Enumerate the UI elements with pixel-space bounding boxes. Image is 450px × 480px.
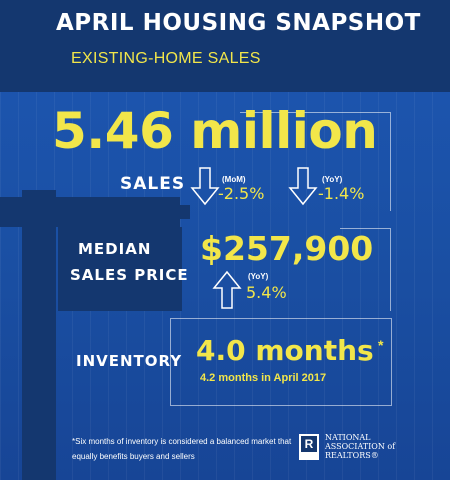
yoy-change: -1.4% (318, 184, 365, 203)
yoy-tag: (YoY) (322, 175, 343, 184)
inventory-asterisk: * (378, 337, 384, 353)
sales-label: SALES (120, 174, 186, 194)
price-yoy-tag: (YoY) (248, 272, 269, 281)
page-subtitle: EXISTING-HOME SALES (71, 50, 261, 67)
sales-price-label: SALES PRICE (70, 266, 189, 284)
footnote: *Six months of inventory is considered a… (72, 437, 292, 461)
arrow-down-icon (288, 166, 318, 206)
mom-tag: (MoM) (222, 175, 246, 184)
median-label: MEDIAN (78, 240, 152, 258)
price-frame (340, 228, 391, 311)
sign-board (58, 227, 182, 311)
inventory-value: 4.0 months (196, 334, 374, 367)
median-price-value: $257,900 (200, 229, 374, 268)
sales-value: 5.46 million (52, 102, 378, 160)
logo-mark-letter: R (301, 436, 317, 452)
inventory-label: INVENTORY (76, 352, 183, 370)
page-title: APRIL HOUSING SNAPSHOT (56, 10, 421, 36)
price-yoy-change: 5.4% (246, 283, 287, 302)
sign-beam-cap (160, 205, 190, 219)
sign-beam (0, 197, 180, 227)
inventory-note: 4.2 months in April 2017 (200, 372, 327, 384)
header-band: APRIL HOUSING SNAPSHOT EXISTING-HOME SAL… (0, 0, 450, 92)
sales-frame (240, 112, 391, 211)
arrow-up-icon (212, 270, 242, 310)
logo-text: NATIONAL ASSOCIATION of REALTORS® (325, 433, 396, 460)
realtor-logo-icon: R (299, 434, 319, 460)
sign-post (22, 190, 56, 480)
inventory-frame (170, 318, 392, 406)
arrow-down-icon (190, 166, 220, 206)
mom-change: -2.5% (218, 184, 265, 203)
